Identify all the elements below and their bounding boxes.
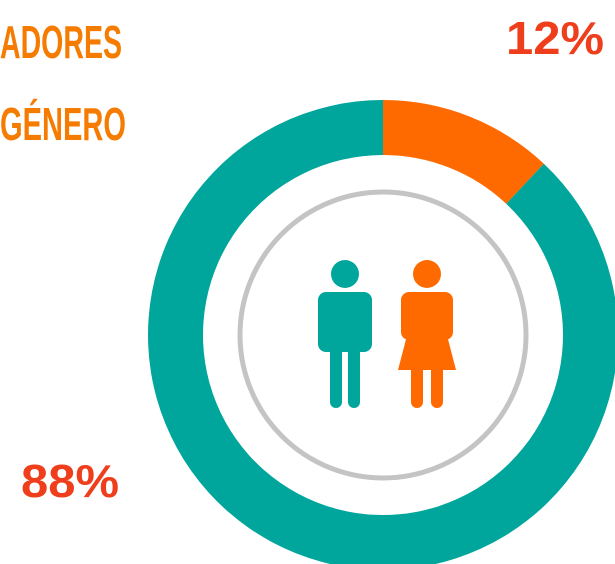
woman-icon [398,260,456,408]
value-label: 88% [21,455,119,507]
man-icon [318,260,372,408]
donut-segment [148,100,615,564]
value-label: 12% [506,12,604,64]
title-line: ADORES [0,16,122,68]
inner-ring [237,189,529,481]
title-line: GÉNERO [0,98,126,150]
donut-segment [383,100,544,204]
